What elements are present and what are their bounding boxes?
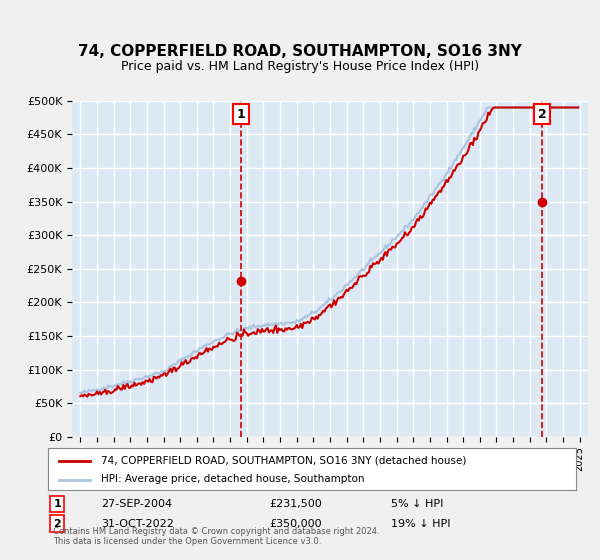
Text: 31-OCT-2022: 31-OCT-2022 [101,519,173,529]
Text: 74, COPPERFIELD ROAD, SOUTHAMPTON, SO16 3NY (detached house): 74, COPPERFIELD ROAD, SOUTHAMPTON, SO16 … [101,456,466,465]
Text: £350,000: £350,000 [270,519,322,529]
Text: 74, COPPERFIELD ROAD, SOUTHAMPTON, SO16 3NY: 74, COPPERFIELD ROAD, SOUTHAMPTON, SO16 … [78,44,522,59]
Text: 2: 2 [53,519,61,529]
Text: 27-SEP-2004: 27-SEP-2004 [101,499,172,509]
Text: £231,500: £231,500 [270,499,323,509]
Text: 2: 2 [538,108,547,120]
Text: Price paid vs. HM Land Registry's House Price Index (HPI): Price paid vs. HM Land Registry's House … [121,60,479,73]
Text: HPI: Average price, detached house, Southampton: HPI: Average price, detached house, Sout… [101,474,364,484]
Text: 5% ↓ HPI: 5% ↓ HPI [391,499,443,509]
Text: 1: 1 [237,108,245,120]
Text: 19% ↓ HPI: 19% ↓ HPI [391,519,451,529]
Text: 1: 1 [53,499,61,509]
Text: Contains HM Land Registry data © Crown copyright and database right 2024.
This d: Contains HM Land Registry data © Crown c… [53,526,380,546]
